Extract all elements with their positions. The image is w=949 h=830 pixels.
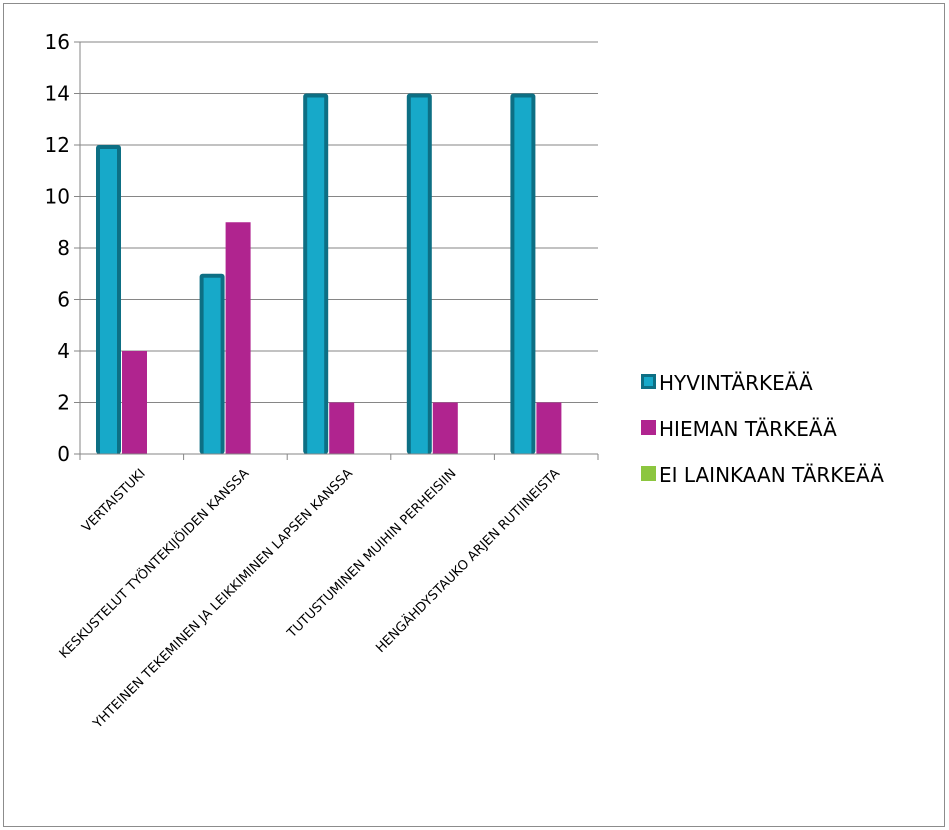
chart-frame [3, 3, 945, 827]
y-tick-label: 16 [45, 30, 70, 54]
bar-highlight-0 [410, 97, 428, 454]
legend-label: HIEMAN TÄRKEÄÄ [659, 417, 837, 441]
legend: HYVINTÄRKEÄÄ HIEMAN TÄRKEÄÄ EI LAINKAAN TÄ… [641, 371, 884, 487]
x-tick-label: HENGÄHDYSTAUKO ARJEN RUTIINEISTA [373, 465, 564, 656]
y-tick-label: 10 [45, 185, 70, 209]
bars [96, 93, 562, 454]
bar-1 [432, 402, 458, 454]
bar-highlight-0 [100, 149, 117, 454]
y-axis-ticks: 0 2 4 6 8 10 12 14 16 [45, 30, 80, 466]
x-tick-label: KESKUSTELUT TYÖNTEKIJÖIDEN KANSSA [55, 465, 252, 662]
legend-swatch [641, 466, 656, 481]
bar-1 [225, 222, 251, 454]
x-tick-label: VERTAISTUKI [79, 466, 148, 535]
legend-label: HYVINTÄRKEÄÄ [659, 371, 813, 395]
y-tick-label: 14 [45, 82, 70, 106]
x-tick-label: TUTUSTUMINEN MUIHIN PERHEISIIN [284, 466, 459, 641]
y-tick-label: 8 [57, 236, 70, 260]
legend-swatch [641, 420, 656, 435]
bar-highlight-0 [307, 97, 325, 454]
bar-highlight-0 [203, 277, 221, 454]
bar-highlight-0 [514, 97, 532, 454]
axes [79, 42, 599, 460]
y-tick-label: 6 [57, 288, 70, 312]
legend-swatch-inner [644, 377, 653, 386]
bar-1 [122, 351, 147, 454]
legend-label: EI LAINKAAN TÄRKEÄÄ [659, 463, 884, 487]
y-tick-label: 2 [57, 391, 70, 415]
y-tick-label: 12 [45, 133, 70, 157]
bar-1 [329, 402, 355, 454]
y-tick-label: 0 [57, 442, 70, 466]
bar-1 [536, 402, 562, 454]
y-tick-label: 4 [57, 339, 70, 363]
